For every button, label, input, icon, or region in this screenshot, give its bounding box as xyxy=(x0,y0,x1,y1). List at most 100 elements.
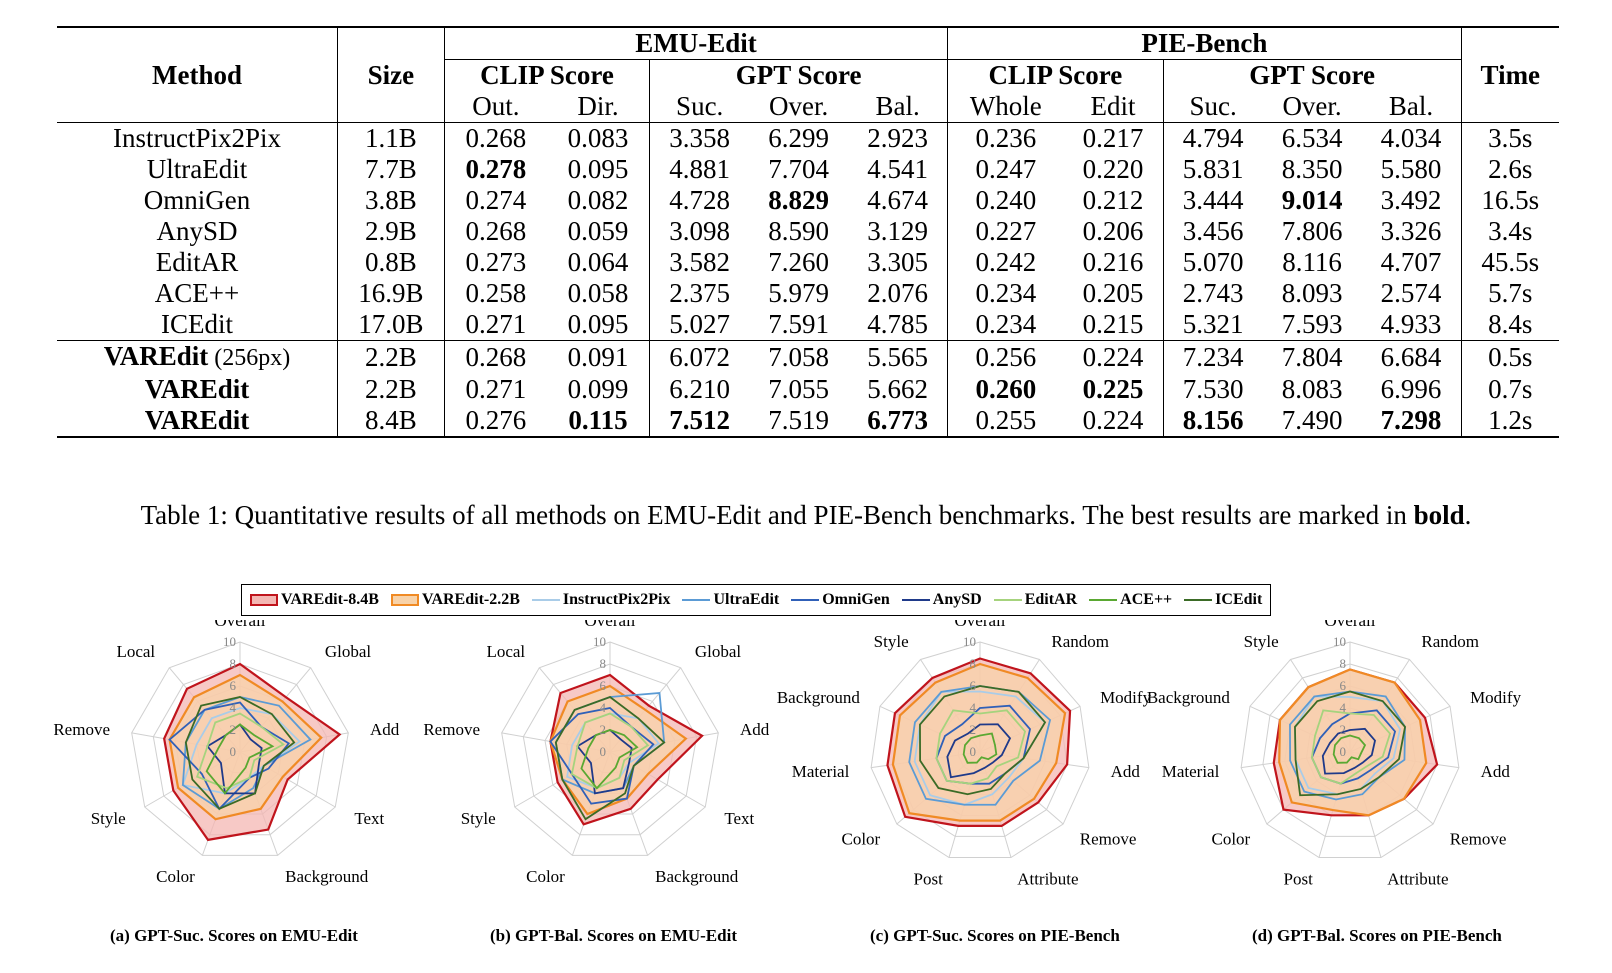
tick-label: 10 xyxy=(593,634,606,649)
value-cell: 0.091 xyxy=(567,342,629,372)
time-cell: 5.7s xyxy=(1460,278,1559,309)
value-cell: 4.728 xyxy=(649,185,750,216)
tick-label: 0 xyxy=(600,744,607,759)
value-cell: 3.492 xyxy=(1380,185,1442,215)
value-cell: 2.743 xyxy=(1162,278,1263,309)
value-cell: 0.058 xyxy=(567,278,629,308)
value-cell: 7.804 xyxy=(1281,342,1343,372)
value-cell: 3.444 xyxy=(1162,185,1263,216)
value-cell: 0.271 xyxy=(443,374,547,405)
value-cell: 3.305 xyxy=(867,247,929,277)
legend-item: EditAR xyxy=(993,591,1077,609)
value-cell: 0.216 xyxy=(1082,247,1144,277)
method-name: UltraEdit xyxy=(146,154,248,184)
value-cell: 0.205 xyxy=(1082,278,1144,308)
series-polygon xyxy=(1278,668,1428,817)
radar-chart: 0 2 4 6 8 10 Overall Random Modify Add Remove Attri… xyxy=(1147,620,1522,889)
results-table: Method Size EMU-Edit PIE-Bench Time CLIP… xyxy=(57,26,1559,438)
series-polygon xyxy=(576,728,633,795)
value-cell: 8.590 xyxy=(768,216,830,246)
tick-label: 2 xyxy=(970,722,977,737)
value-cell: 6.210 xyxy=(649,374,750,405)
series-polygon xyxy=(1294,690,1406,797)
value-cell: 0.095 xyxy=(567,154,629,184)
axis-label: Post xyxy=(1284,870,1314,889)
value-cell: 0.217 xyxy=(1063,122,1164,154)
table-row: AnySD 2.9B 0.268 0.059 3.098 8.590 3.129 0.227 0… xyxy=(57,216,1559,247)
value-cell: 7.512 xyxy=(649,405,750,438)
axis-label: Style xyxy=(874,632,909,651)
grid-ring xyxy=(1262,663,1438,837)
time-cell: 3.4s xyxy=(1460,216,1559,247)
axis-label: Style xyxy=(91,809,126,828)
value-cell: 7.593 xyxy=(1262,309,1362,341)
axis-label: Add xyxy=(1481,762,1511,781)
legend-item: VAREdit-2.2B xyxy=(390,591,520,609)
axis-label: Color xyxy=(156,867,195,886)
value-cell: 7.530 xyxy=(1162,374,1263,405)
tick-label: 4 xyxy=(230,700,237,715)
axis-label: Add xyxy=(740,720,770,739)
series-polygon xyxy=(962,732,998,764)
header-pie-over: Over. xyxy=(1282,91,1342,121)
header-time: Time xyxy=(1460,26,1559,123)
method-name: VAREdit xyxy=(144,405,250,435)
axis-label: Background xyxy=(777,688,861,707)
size-cell: 16.9B xyxy=(337,278,445,309)
table-row: ACE++ 16.9B 0.258 0.058 2.375 5.979 2.076 0.234… xyxy=(57,278,1559,309)
value-cell: 3.582 xyxy=(649,247,750,278)
axis-label: Style xyxy=(1244,632,1279,651)
value-cell: 2.375 xyxy=(649,278,750,309)
header-emu-edit: EMU-Edit xyxy=(443,26,948,60)
value-cell: 6.996 xyxy=(1380,374,1442,404)
header-emu-gpt: GPT Score xyxy=(649,59,948,91)
value-cell: 0.115 xyxy=(546,405,650,438)
size-cell: 0.8B xyxy=(337,247,445,278)
legend-line xyxy=(682,599,711,601)
series-polygon xyxy=(935,704,1032,785)
size-cell: 8.4B xyxy=(337,405,445,438)
series-polygon xyxy=(935,709,1027,785)
value-cell: 0.236 xyxy=(947,122,1064,154)
value-cell: 0.268 xyxy=(443,216,547,247)
legend-line xyxy=(791,599,820,601)
axis-label: Background xyxy=(655,867,739,886)
value-cell: 0.268 xyxy=(443,122,547,154)
value-cell: 0.274 xyxy=(443,185,547,216)
legend-item: UltraEdit xyxy=(682,591,779,609)
legend-label: AnySD xyxy=(932,591,982,608)
tick-label: 10 xyxy=(1333,634,1346,649)
value-cell: 2.923 xyxy=(848,122,948,154)
axis-label: Background xyxy=(285,867,369,886)
header-size: Size xyxy=(337,26,445,123)
axis-label: Text xyxy=(354,809,384,828)
value-cell: 0.255 xyxy=(947,405,1064,438)
method-cell: EditAR xyxy=(57,247,338,278)
table-caption: Table 1: Quantitative results of all met… xyxy=(0,500,1612,531)
legend-swatch xyxy=(250,594,278,606)
value-cell: 5.580 xyxy=(1380,154,1442,184)
tick-label: 8 xyxy=(970,656,977,671)
tick-label: 2 xyxy=(230,722,237,737)
value-cell: 5.565 xyxy=(867,342,929,372)
legend-item: ACE++ xyxy=(1089,591,1172,609)
value-cell: 0.260 xyxy=(947,374,1064,405)
value-cell: 0.220 xyxy=(1082,154,1144,184)
axis-label: Overall xyxy=(215,620,266,630)
caption-a: (a) GPT-Suc. Scores on EMU-Edit xyxy=(110,926,358,945)
legend-line xyxy=(1089,599,1118,601)
axis-label: Modify xyxy=(1470,688,1522,707)
value-cell: 7.806 xyxy=(1281,216,1343,246)
series-polygon xyxy=(181,696,312,810)
method-name: OmniGen xyxy=(143,185,251,215)
method-name: ICEdit xyxy=(161,309,233,339)
series-polygon xyxy=(908,685,1052,806)
size-cell: 1.1B xyxy=(337,122,445,154)
value-cell: 7.260 xyxy=(768,247,830,277)
axis-label: Global xyxy=(695,642,742,661)
legend-item: OmniGen xyxy=(791,591,890,609)
value-cell: 4.674 xyxy=(867,185,929,215)
axis-label: Style xyxy=(461,809,496,828)
axis-label: Material xyxy=(1162,762,1220,781)
series-polygon xyxy=(1321,727,1376,775)
